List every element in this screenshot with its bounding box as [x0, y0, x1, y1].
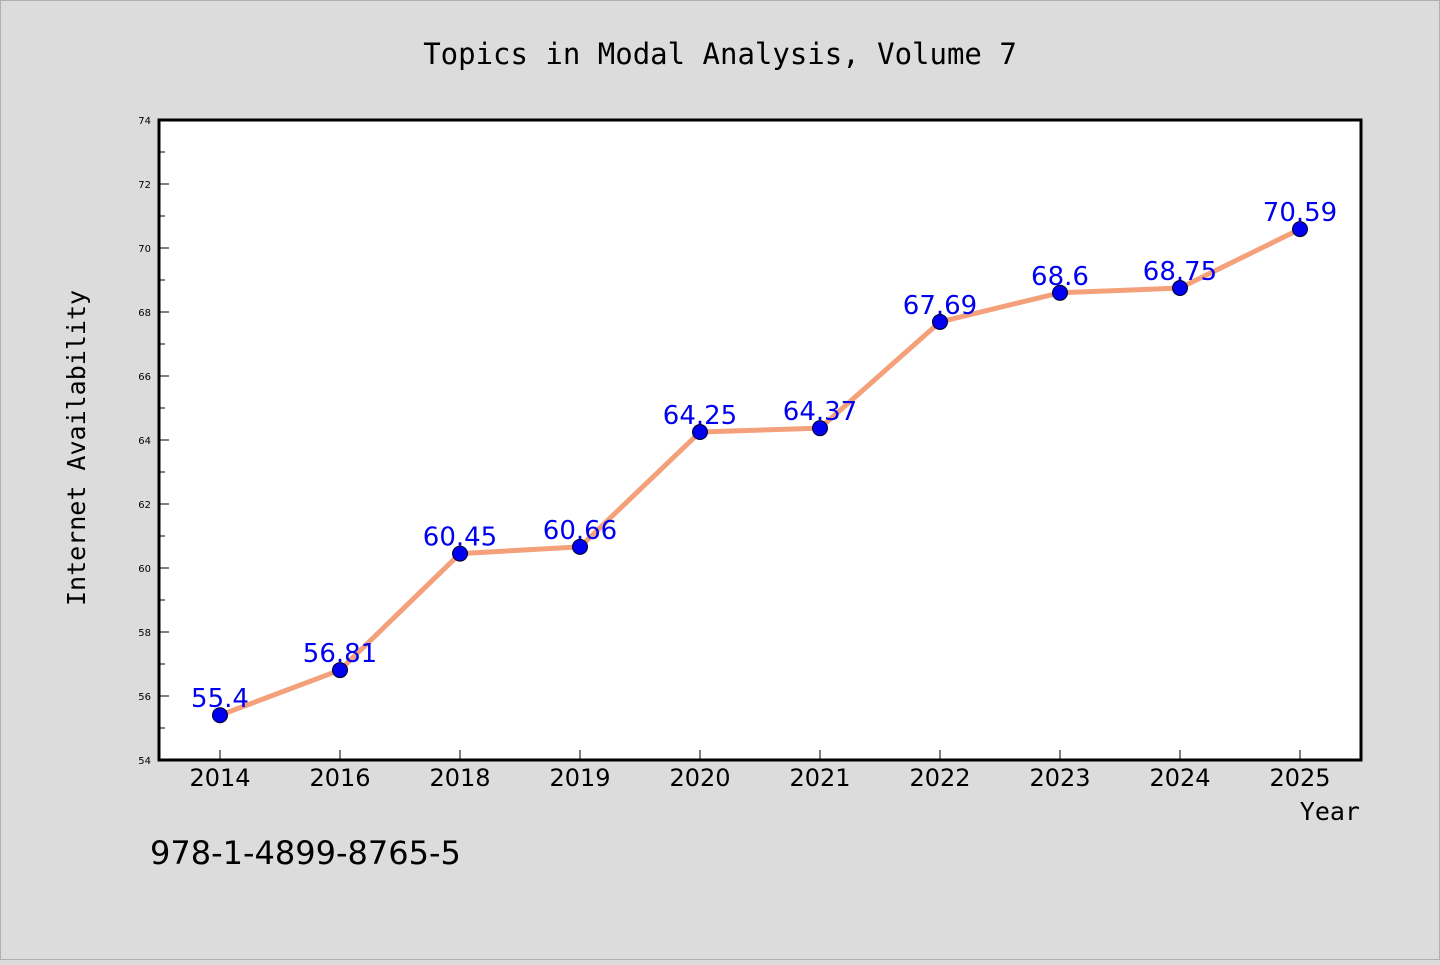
data-point — [692, 424, 708, 440]
y-tick-label: 54 — [138, 756, 151, 767]
isbn-text: 978-1-4899-8765-5 — [150, 834, 461, 872]
data-point — [212, 707, 228, 724]
data-label: 68.75 — [1143, 257, 1217, 287]
data-label: 64.25 — [663, 401, 737, 431]
data-label: 67.69 — [903, 291, 977, 321]
data-point — [812, 420, 828, 437]
y-tick-label: 66 — [138, 372, 151, 383]
data-label: 64.37 — [783, 397, 857, 427]
x-tick-label: 2020 — [669, 764, 730, 792]
data-label: 60.45 — [423, 523, 497, 553]
y-tick-label: 70 — [138, 244, 151, 255]
x-tick-label: 2016 — [309, 764, 370, 792]
x-tick-label: 2023 — [1029, 764, 1090, 792]
x-axis-label: Year — [1300, 797, 1360, 826]
series-layer: 55.4 56.81 60.45 60.66 64.25 64.37 67.69 68.6 68… — [191, 198, 1337, 724]
y-axis-label: Internet Availability — [62, 290, 91, 606]
chart-title: Topics in Modal Analysis, Volume 7 — [423, 37, 1017, 71]
x-tick-label: 2024 — [1149, 764, 1210, 792]
y-tick-label: 58 — [138, 628, 151, 639]
data-label: 56.81 — [303, 639, 377, 669]
data-label: 60.66 — [543, 516, 617, 546]
y-tick-label: 74 — [138, 116, 151, 127]
series-line — [217, 226, 1303, 718]
data-point — [572, 538, 588, 555]
y-tick-label: 62 — [138, 500, 151, 511]
data-point — [1292, 221, 1308, 238]
y-tick-label: 68 — [138, 308, 151, 319]
x-tick-label: 2019 — [549, 764, 610, 792]
data-label: 70.59 — [1263, 198, 1337, 228]
x-tick-label: 2025 — [1269, 764, 1330, 792]
y-tick-label: 64 — [138, 436, 151, 447]
data-point — [932, 313, 948, 330]
x-axis: 2014 2016 2018 2019 2020 2021 2022 2023 2024 2025 — [189, 750, 1331, 792]
x-tick-label: 2021 — [789, 764, 850, 792]
y-tick-label: 56 — [138, 692, 151, 703]
x-tick-label: 2014 — [189, 764, 250, 792]
data-point — [452, 545, 468, 562]
y-axis: 54 56 58 60 62 64 66 68 70 72 74 — [138, 116, 169, 767]
data-point — [1052, 284, 1068, 301]
x-tick-label: 2022 — [909, 764, 970, 792]
data-point — [332, 662, 348, 679]
y-tick-label: 60 — [138, 564, 151, 575]
data-label: 55.4 — [191, 684, 249, 714]
y-tick-label: 72 — [138, 180, 151, 191]
data-point — [1172, 280, 1188, 296]
x-tick-label: 2018 — [429, 764, 490, 792]
data-label: 68.6 — [1031, 262, 1089, 292]
